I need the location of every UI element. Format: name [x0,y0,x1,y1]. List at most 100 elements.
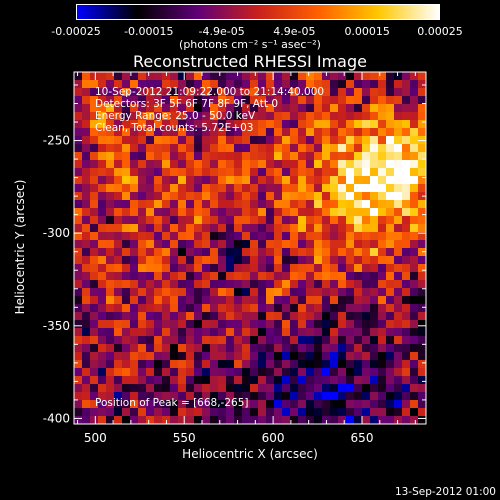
heatmap-cell [298,304,307,313]
heatmap-cell [370,352,379,361]
heatmap-cell [130,280,139,289]
heatmap-cell [234,256,243,265]
heatmap-cell [218,248,227,257]
heatmap-cell [186,144,195,153]
heatmap-cell [178,336,187,345]
heatmap-cell [146,104,155,113]
heatmap-cell [226,184,235,193]
heatmap-cell [138,280,147,289]
heatmap-cell [250,208,259,217]
heatmap-cell [162,184,171,193]
heatmap-cell [338,192,347,201]
heatmap-cell [146,160,155,169]
heatmap-cell [266,136,275,145]
heatmap-cell [306,88,315,97]
heatmap-cell [362,112,371,121]
heatmap-cell [362,152,371,161]
heatmap-cell [234,320,243,329]
heatmap-cell [346,416,355,425]
heatmap-cell [370,408,379,417]
heatmap-cell [130,240,139,249]
heatmap-cell [298,368,307,377]
heatmap-cell [282,256,291,265]
heatmap-cell [194,184,203,193]
heatmap-cell [154,224,163,233]
heatmap-cell [106,408,115,417]
heatmap-cell [98,368,107,377]
heatmap-cell [282,120,291,129]
heatmap-cell [90,232,99,241]
heatmap-cell [282,248,291,257]
heatmap-cell [210,368,219,377]
heatmap-cell [106,136,115,145]
heatmap-cell [162,224,171,233]
heatmap-cell [130,96,139,105]
heatmap-cell [234,232,243,241]
heatmap-cell [306,128,315,137]
heatmap-cell [170,208,179,217]
heatmap-cell [354,360,363,369]
heatmap-cell [162,88,171,97]
heatmap-cell [130,384,139,393]
heatmap-cell [218,120,227,129]
heatmap-cell [186,400,195,409]
heatmap-cell [226,136,235,145]
heatmap-cell [106,88,115,97]
heatmap-cell [122,304,131,313]
heatmap-cell [266,416,275,425]
heatmap-cell [218,184,227,193]
heatmap-cell [90,96,99,105]
heatmap-cell [370,192,379,201]
heatmap-cell [106,176,115,185]
heatmap-cell [194,96,203,105]
heatmap-cell [98,328,107,337]
heatmap-cell [338,304,347,313]
heatmap-cell [234,224,243,233]
heatmap-cell [330,328,339,337]
heatmap-cell [122,192,131,201]
heatmap-cell [106,112,115,121]
heatmap-cell [322,384,331,393]
heatmap-cell [122,264,131,273]
heatmap-cell [402,384,411,393]
heatmap-cell [290,320,299,329]
heatmap-cell [114,328,123,337]
heatmap-cell [98,80,107,89]
heatmap-cell [130,120,139,129]
heatmap-cell [218,160,227,169]
heatmap-cell [322,208,331,217]
heatmap-cell [354,240,363,249]
heatmap-cell [154,200,163,209]
heatmap-cell [290,256,299,265]
y-tick-label: -300 [43,226,70,240]
heatmap-cell [258,352,267,361]
heatmap-cell [74,184,83,193]
heatmap-cell [338,216,347,225]
heatmap-cell [298,232,307,241]
heatmap-cell [74,408,83,417]
heatmap-cell [210,320,219,329]
heatmap-cell [410,176,419,185]
heatmap-cell [250,240,259,249]
heatmap-cell [290,336,299,345]
heatmap-cell [114,296,123,305]
heatmap-cell [410,248,419,257]
heatmap-cell [258,240,267,249]
heatmap-cell [370,280,379,289]
heatmap-cell [306,160,315,169]
heatmap-cell [354,280,363,289]
heatmap-cell [402,240,411,249]
heatmap-cell [314,184,323,193]
heatmap-cell [322,376,331,385]
heatmap-cell [234,128,243,137]
heatmap-cell [330,240,339,249]
heatmap-cell [170,232,179,241]
heatmap-cell [130,320,139,329]
heatmap-cell [218,352,227,361]
heatmap-cell [106,80,115,89]
heatmap-cell [138,136,147,145]
heatmap-cell [274,104,283,113]
heatmap-cell [74,240,83,249]
heatmap-cell [186,392,195,401]
heatmap-cell [82,200,91,209]
